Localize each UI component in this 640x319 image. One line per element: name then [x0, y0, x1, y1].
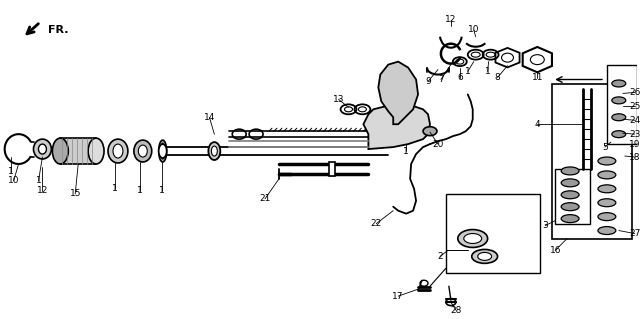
Text: 22: 22 [371, 219, 382, 228]
Text: 21: 21 [259, 194, 271, 203]
Ellipse shape [33, 139, 51, 159]
Text: 28: 28 [450, 306, 461, 315]
Ellipse shape [52, 138, 68, 164]
Text: 1: 1 [465, 67, 470, 76]
Text: 2: 2 [437, 252, 443, 261]
Text: 16: 16 [550, 246, 561, 255]
Ellipse shape [612, 97, 626, 104]
Text: 24: 24 [629, 116, 640, 125]
Ellipse shape [138, 145, 147, 157]
Text: 23: 23 [629, 130, 640, 139]
Bar [446, 194, 540, 273]
Ellipse shape [561, 191, 579, 199]
Text: 9: 9 [425, 77, 431, 86]
Ellipse shape [561, 167, 579, 175]
Text: 6: 6 [457, 73, 463, 82]
Text: 26: 26 [629, 88, 640, 97]
Text: 20: 20 [432, 140, 444, 149]
Ellipse shape [477, 252, 492, 260]
Ellipse shape [598, 185, 616, 193]
Text: 1: 1 [8, 167, 13, 176]
Text: 5: 5 [602, 143, 608, 152]
Bar [607, 64, 637, 144]
Text: 12: 12 [36, 186, 48, 195]
Bar [556, 169, 590, 224]
Polygon shape [364, 104, 430, 149]
Polygon shape [378, 62, 418, 124]
Ellipse shape [88, 138, 104, 164]
Text: 1: 1 [403, 146, 409, 156]
Text: 10: 10 [8, 176, 19, 185]
Text: 1: 1 [484, 67, 490, 76]
Ellipse shape [612, 80, 626, 87]
Text: 3: 3 [542, 221, 548, 230]
Text: 13: 13 [333, 95, 344, 104]
Ellipse shape [159, 140, 166, 162]
Ellipse shape [561, 215, 579, 223]
Ellipse shape [159, 144, 166, 158]
Text: 1: 1 [112, 184, 118, 193]
Text: 1: 1 [36, 176, 42, 185]
Ellipse shape [598, 157, 616, 165]
Ellipse shape [598, 199, 616, 207]
Ellipse shape [561, 179, 579, 187]
Text: 1: 1 [159, 186, 164, 195]
Text: 10: 10 [468, 25, 479, 34]
Text: 7: 7 [438, 75, 444, 84]
Text: 8: 8 [495, 73, 500, 82]
Ellipse shape [472, 249, 497, 263]
Ellipse shape [612, 114, 626, 121]
Text: 12: 12 [445, 15, 456, 24]
Bar [328, 162, 335, 176]
Text: 4: 4 [534, 120, 540, 129]
Ellipse shape [108, 139, 128, 163]
Bar [552, 85, 632, 239]
Ellipse shape [612, 131, 626, 137]
Ellipse shape [464, 234, 482, 243]
Text: 1: 1 [137, 186, 143, 195]
Text: 15: 15 [70, 189, 81, 198]
Text: 27: 27 [629, 229, 640, 238]
Ellipse shape [561, 203, 579, 211]
Ellipse shape [209, 142, 220, 160]
Text: 17: 17 [392, 292, 404, 300]
Text: FR.: FR. [49, 25, 69, 35]
Ellipse shape [161, 143, 164, 159]
Text: 14: 14 [204, 113, 215, 122]
Text: 19: 19 [629, 140, 640, 149]
Ellipse shape [598, 226, 616, 234]
Ellipse shape [134, 140, 152, 162]
Ellipse shape [113, 144, 123, 158]
Text: 18: 18 [629, 152, 640, 161]
Ellipse shape [38, 144, 47, 154]
Ellipse shape [598, 171, 616, 179]
Ellipse shape [598, 213, 616, 221]
Bar [60, 138, 96, 164]
Ellipse shape [211, 146, 218, 156]
Ellipse shape [423, 127, 437, 136]
Text: 25: 25 [629, 102, 640, 111]
Text: 11: 11 [532, 73, 543, 82]
Ellipse shape [458, 230, 488, 248]
